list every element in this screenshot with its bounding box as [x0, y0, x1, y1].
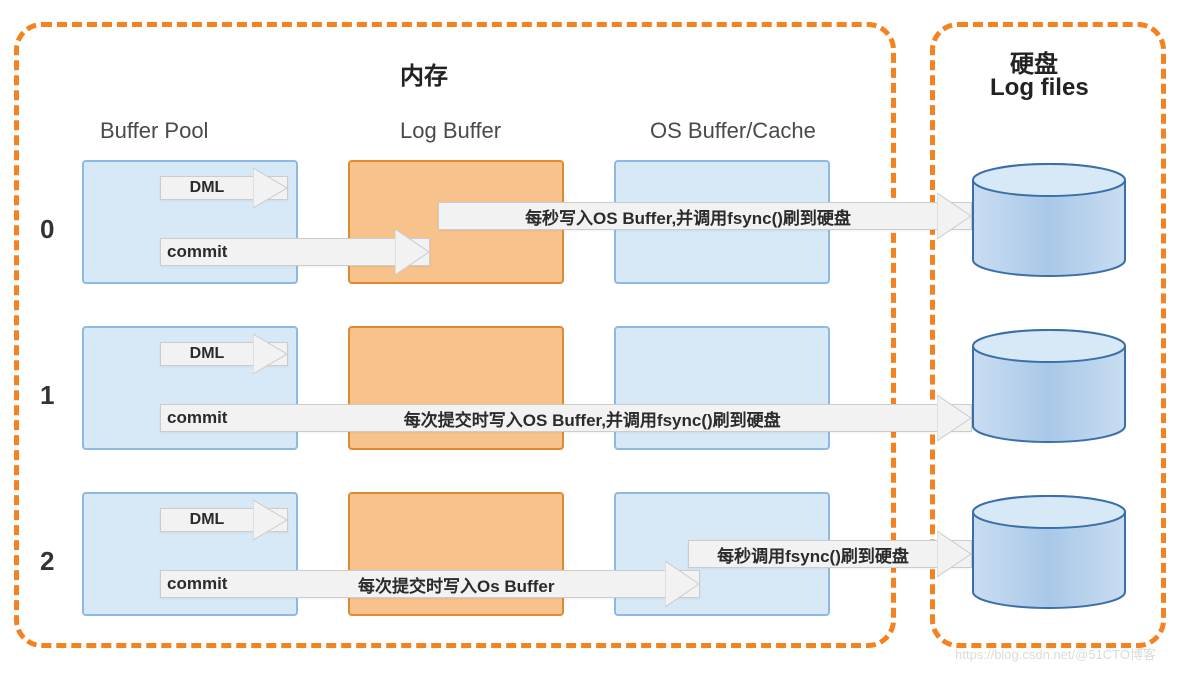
cylinder-2 [970, 494, 1128, 610]
arrow-dml-1-label: DML [161, 345, 253, 363]
arrow-commit-1-prefix: commit [161, 408, 247, 428]
arrow-dml-2-label: DML [161, 511, 253, 529]
arrow-head-icon [937, 193, 971, 239]
arrow-flush-0-label: 每秒写入OS Buffer,并调用fsync()刷到硬盘 [439, 204, 937, 229]
row-label-2: 2 [40, 546, 54, 577]
arrow-commit-0-label: commit [161, 242, 395, 262]
arrow-dml-0: DML [160, 176, 288, 200]
memory-title: 内存 [400, 56, 448, 91]
arrow-commit-1: commit 每次提交时写入OS Buffer,并调用fsync()刷到硬盘 [160, 404, 972, 432]
col-os-buffer: OS Buffer/Cache [650, 118, 816, 144]
arrow-commit-0: commit [160, 238, 430, 266]
row-label-0: 0 [40, 214, 54, 245]
arrow-head-icon [253, 334, 287, 374]
cylinder-0 [970, 162, 1128, 278]
disk-title-line2: Log files [990, 74, 1089, 102]
arrow-flush-2: 每秒调用fsync()刷到硬盘 [688, 540, 972, 568]
arrow-commit-2-label: 每次提交时写入Os Buffer [247, 572, 665, 597]
diagram-canvas: 内存 硬盘 Log files Buffer Pool Log Buffer O… [0, 0, 1184, 673]
col-log-buffer: Log Buffer [400, 118, 501, 144]
arrow-flush-2-label: 每秒调用fsync()刷到硬盘 [689, 542, 937, 567]
arrow-head-icon [937, 395, 971, 441]
arrow-dml-2: DML [160, 508, 288, 532]
arrow-head-icon [937, 531, 971, 577]
arrow-commit-2-prefix: commit [161, 574, 247, 594]
arrow-head-icon [395, 229, 429, 275]
arrow-head-icon [253, 168, 287, 208]
arrow-commit-2: commit 每次提交时写入Os Buffer [160, 570, 700, 598]
cylinder-1 [970, 328, 1128, 444]
row-label-1: 1 [40, 380, 54, 411]
arrow-commit-1-label: 每次提交时写入OS Buffer,并调用fsync()刷到硬盘 [247, 406, 937, 431]
arrow-head-icon [253, 500, 287, 540]
arrow-dml-1: DML [160, 342, 288, 366]
watermark: https://blog.csdn.net/@51CTO博客 [955, 644, 1156, 663]
arrow-flush-0: 每秒写入OS Buffer,并调用fsync()刷到硬盘 [438, 202, 972, 230]
arrow-dml-0-label: DML [161, 179, 253, 197]
col-buffer-pool: Buffer Pool [100, 118, 208, 144]
